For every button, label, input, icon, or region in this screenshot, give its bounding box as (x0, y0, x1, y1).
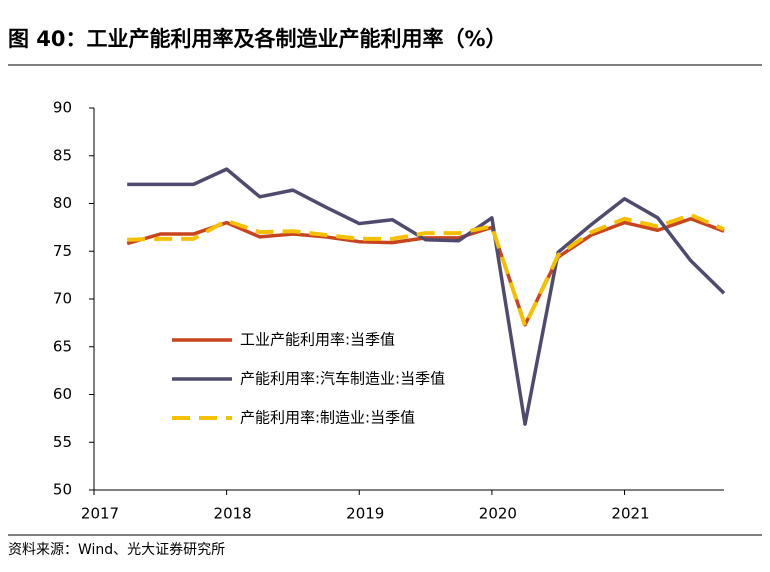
y-tick-label: 50 (53, 481, 72, 499)
y-tick-label: 70 (53, 290, 72, 308)
x-tick-label: 2019 (346, 505, 384, 523)
x-tick-label: 2021 (611, 505, 649, 523)
x-tick-label: 2017 (81, 505, 119, 523)
source: 资料来源：Wind、光大证券研究所 (8, 542, 225, 558)
series-line (127, 212, 725, 328)
y-tick-label: 55 (53, 433, 72, 451)
y-tick-label: 60 (53, 385, 72, 403)
legend-label: 产能利用率:制造业:当季值 (240, 409, 415, 427)
y-tick-label: 75 (53, 242, 72, 260)
chart-title: 图 40：工业产能利用率及各制造业产能利用率（%） (8, 27, 507, 51)
x-tick-label: 2018 (214, 505, 252, 523)
y-tick-label: 85 (53, 146, 72, 164)
legend-label: 产能利用率:汽车制造业:当季值 (240, 370, 445, 388)
y-tick-label: 65 (53, 337, 72, 355)
y-tick-label: 80 (53, 194, 72, 212)
y-tick-label: 90 (53, 99, 72, 117)
series-line (127, 167, 726, 426)
legend-label: 工业产能利用率:当季值 (240, 331, 395, 349)
x-tick-label: 2020 (479, 505, 517, 523)
